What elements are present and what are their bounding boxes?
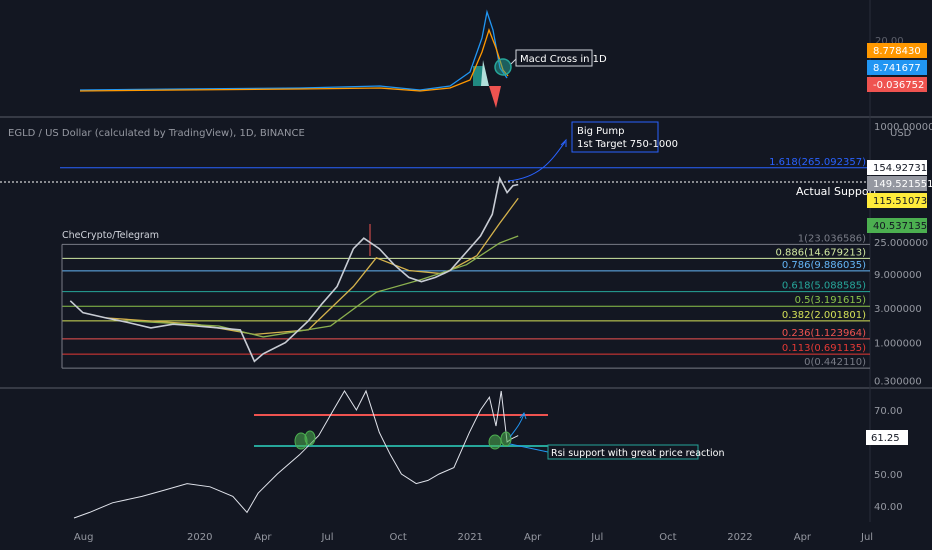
- pump-target: 1st Target 750-1000: [577, 139, 678, 150]
- projection-arrowhead: [560, 138, 567, 147]
- rsi-marker-4: [500, 431, 512, 447]
- price-value-box: [867, 218, 927, 233]
- rsi-callout-line: [509, 443, 549, 453]
- price-tick-label: 25.000000: [874, 238, 928, 249]
- macd-value-labels: 8.778430 8.741677 -0.036752: [867, 43, 927, 92]
- time-tick-label: Aug: [74, 532, 94, 543]
- rsi-pane[interactable]: 70.00 50.00 40.00 Rsi support with great p…: [73, 389, 908, 519]
- macd-note-box: [515, 49, 593, 67]
- rsi-note-box: [547, 444, 699, 460]
- price-value-box: [867, 176, 927, 191]
- rsi-arrow: [509, 413, 525, 438]
- fib-level-label: 0(0.442110): [804, 357, 866, 368]
- rsi-note: Rsi support with great price reaction: [551, 448, 724, 459]
- time-tick-label: Jul: [320, 532, 333, 543]
- time-tick-label: Apr: [524, 532, 542, 543]
- macd-cross-marker: [494, 58, 512, 76]
- macd-signal-line: [79, 28, 509, 92]
- fib-level-label: 0.382(2.001801): [782, 310, 866, 321]
- rsi-marker-3: [488, 434, 502, 450]
- time-tick-label: Jul: [860, 532, 873, 543]
- rsi-axis-ticks: 70.00 50.00 40.00: [874, 406, 903, 513]
- rsi-value-label: 61.25: [871, 433, 900, 444]
- macd-value-label: 8.778430: [873, 46, 921, 57]
- fib-level-label: 0.786(9.886035): [782, 260, 866, 271]
- rsi-tick-label: 50.00: [874, 470, 903, 481]
- macd-tick-label: 20.00: [875, 36, 904, 47]
- pump-note-box: [571, 121, 659, 153]
- price-pane[interactable]: EGLD / US Dollar (calculated by TradingV…: [0, 121, 932, 387]
- macd-histogram-pos: [473, 66, 483, 86]
- macd-histogram-pos-light: [481, 60, 489, 86]
- time-tick-label: Apr: [254, 532, 272, 543]
- price-tick-label: 1000.000000: [874, 122, 932, 133]
- time-tick-label: 2021: [457, 532, 482, 543]
- time-tick-label: Oct: [659, 532, 676, 543]
- currency-label: USD: [890, 128, 912, 139]
- price-tick-label: 0.300000: [874, 376, 922, 387]
- time-axis: Aug 2020 Apr Jul Oct 2021 Apr Jul Oct 2022 Apr Jul: [74, 532, 873, 543]
- price-tick-label: 3.000000: [874, 304, 922, 315]
- fib-level-label: 0.113(0.691135): [782, 343, 866, 354]
- time-tick-label: 2022: [727, 532, 752, 543]
- fib-level-label: 0.236(1.123964): [782, 328, 866, 339]
- macd-value-label: 8.741677: [873, 63, 921, 74]
- macd-value-label: -0.036752: [873, 80, 924, 91]
- macd-pane[interactable]: 20.00 Macd Cross in 1D 8.778430 8.741677 -…: [79, 9, 927, 108]
- rsi-line: [73, 389, 519, 519]
- rsi-marker-2: [304, 430, 316, 446]
- fib-level-label: 1(23.036586): [798, 233, 866, 244]
- macd-note: Macd Cross in 1D: [520, 54, 607, 65]
- fib-level-label: 1.618(265.092357): [769, 157, 866, 168]
- price-tick-label: 1.000000: [874, 339, 922, 350]
- price-value-label: 40.537135: [873, 221, 927, 232]
- support-note: Actual Support: [796, 185, 878, 198]
- macd-value-box: [867, 77, 927, 92]
- rsi-tick-label: 70.00: [874, 406, 903, 417]
- time-tick-label: 2020: [187, 532, 212, 543]
- price-value-box: [867, 160, 927, 175]
- chart-title: EGLD / US Dollar (calculated by TradingV…: [8, 128, 305, 139]
- price-tick-label: 9.000000: [874, 270, 922, 281]
- price-value-label: 149.521551: [873, 179, 932, 190]
- price-value-box: [867, 193, 927, 208]
- price-value-label: 115.510736: [873, 196, 932, 207]
- moving-average-line: [105, 197, 519, 336]
- rsi-arrowhead: [519, 411, 527, 420]
- pump-title: Big Pump: [577, 126, 624, 137]
- price-value-label: 154.927319: [873, 163, 932, 174]
- rsi-tick-label: 40.00: [874, 502, 903, 513]
- macd-value-box: [867, 60, 927, 75]
- price-value-labels: 154.927319 149.521551 115.510736 40.537135: [867, 160, 932, 233]
- macd-value-box: [867, 43, 927, 58]
- rsi-value-box: [866, 430, 908, 445]
- fib-level-label: 0.618(5.088585): [782, 281, 866, 292]
- price-line: [69, 175, 519, 363]
- price-axis-ticks: 1000.000000 25.000000 9.000000 3.000000 1.00…: [874, 122, 932, 387]
- time-tick-label: Oct: [389, 532, 406, 543]
- fib-level-label: 0.5(3.191615): [795, 295, 867, 306]
- time-tick-label: Jul: [590, 532, 603, 543]
- fib-levels: 1.618(265.092357) 1(23.036586) 0.886(14.67…: [60, 157, 870, 369]
- watermark-label: CheCrypto/Telegram: [62, 230, 159, 241]
- macd-histogram-neg: [489, 86, 501, 108]
- fib-level-label: 0.886(14.679213): [775, 247, 866, 258]
- macd-line: [79, 9, 508, 91]
- projection-curve: [507, 141, 566, 182]
- time-tick-label: Apr: [794, 532, 812, 543]
